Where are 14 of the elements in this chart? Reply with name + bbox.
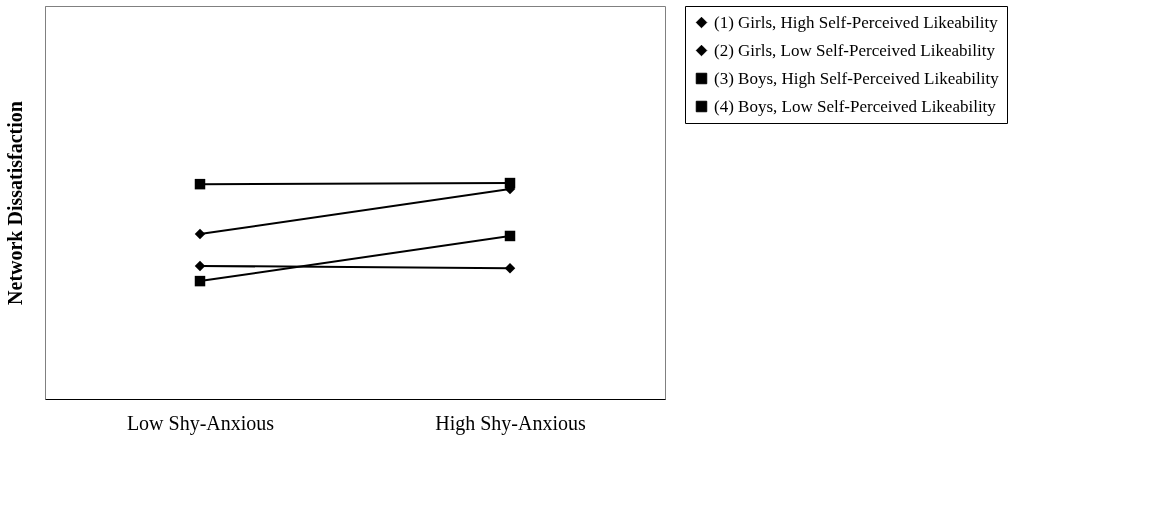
point (194, 260, 206, 272)
legend-label: (1) Girls, High Self-Perceived Likeability (714, 12, 999, 32)
point (504, 262, 516, 274)
legend-label: (3) Boys, High Self-Perceived Likeability (714, 68, 1000, 88)
y-axis-title: Network Dissatisfaction (3, 101, 26, 305)
point (194, 178, 206, 190)
x-tick-label: Low Shy-Anxious (126, 411, 275, 435)
point (194, 228, 206, 240)
legend-label: (2) Girls, Low Self-Perceived Likeability (714, 40, 996, 60)
legend-label: (4) Boys, Low Self-Perceived Likeability (714, 96, 997, 116)
point (504, 177, 516, 189)
point (194, 275, 206, 287)
x-tick-label: High Shy-Anxious (435, 411, 586, 435)
point (504, 230, 516, 242)
